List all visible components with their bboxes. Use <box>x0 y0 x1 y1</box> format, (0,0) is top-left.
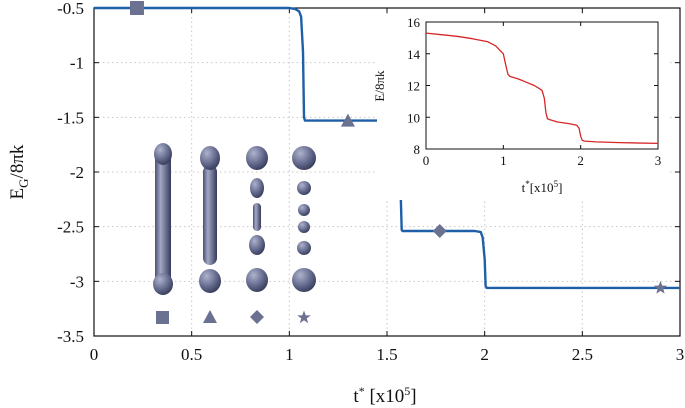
marker-star <box>653 280 668 294</box>
x-tick-label: 2 <box>480 345 489 364</box>
legend-square-marker <box>156 311 169 324</box>
inset-y-tick-label: 8 <box>414 142 421 157</box>
inset-x-tick-label: 1 <box>500 153 507 168</box>
inset-x-tick-label: 2 <box>577 153 584 168</box>
y-tick-label: -1.5 <box>57 108 84 127</box>
y-tick-label: -0.5 <box>57 0 84 18</box>
x-tick-label: 1 <box>285 345 294 364</box>
main-ticks: 0 0.5 1 1.5 2 2.5 3 -0.5 -1 -1.5 -2 -2.5 -3 -3.5 <box>57 0 684 364</box>
inset-y-tick-label: 14 <box>407 47 421 62</box>
inset-series-line <box>425 32 659 145</box>
y-tick-label: -3 <box>70 272 84 291</box>
x-tick-label: 0.5 <box>181 345 202 364</box>
marker-diamond <box>432 224 447 239</box>
legend-star-marker <box>297 310 311 324</box>
y-tick-label: -3.5 <box>57 327 84 346</box>
shape-six-beads <box>292 146 316 292</box>
inset-x-tick-label: 0 <box>423 153 430 168</box>
main-y-axis-label: EG/8πk <box>7 144 31 199</box>
inset-y-tick-label: 16 <box>407 15 421 30</box>
marker-square <box>129 1 144 15</box>
inset-y-tick-label: 12 <box>407 79 420 94</box>
inset-y-tick-label: 10 <box>407 110 420 125</box>
x-tick-label: 2.5 <box>572 345 593 364</box>
y-tick-label: -2 <box>70 163 84 182</box>
legend-triangle-marker <box>203 310 217 323</box>
y-tick-label: -2.5 <box>57 218 84 237</box>
y-tick-label: -1 <box>70 54 84 73</box>
shape-cylinder <box>153 143 173 295</box>
inset-y-axis-label: E/8πk <box>372 70 387 102</box>
x-tick-label: 1.5 <box>376 345 397 364</box>
inset-x-axis-label: t*[x105] <box>522 179 563 195</box>
x-tick-label: 3 <box>676 345 685 364</box>
marker-triangle <box>340 113 355 127</box>
main-x-axis-label: t* [x105] <box>353 384 416 407</box>
inset-x-tick-label: 3 <box>655 153 662 168</box>
inset-background <box>377 14 667 200</box>
shape-two-beads <box>199 146 221 293</box>
legend-diamond-marker <box>250 310 264 324</box>
shape-illustrations <box>153 143 316 324</box>
shape-four-beads <box>246 146 268 292</box>
shape-legend-markers <box>156 310 311 324</box>
main-markers <box>129 1 668 294</box>
x-tick-label: 0 <box>90 345 99 364</box>
